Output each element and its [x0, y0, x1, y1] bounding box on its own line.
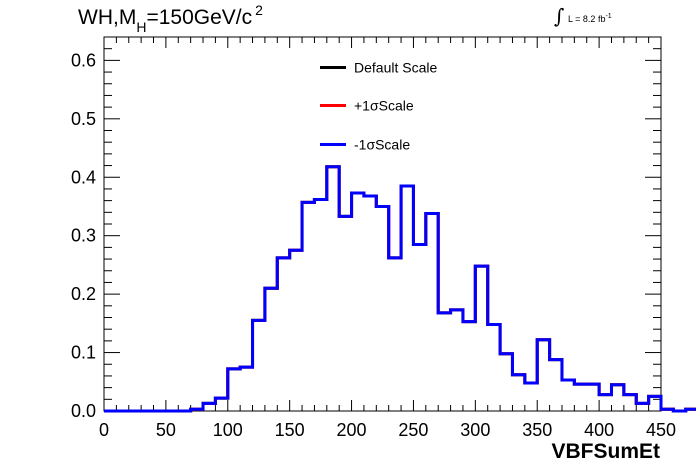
integral-symbol: ∫: [554, 4, 565, 28]
title-main: WH,M: [78, 6, 137, 29]
luminosity-superscript: -1: [605, 13, 612, 20]
x-tick-label-0: 0: [99, 420, 109, 440]
y-tick-label-1: 0.1: [71, 343, 96, 363]
y-tick-label-4: 0.4: [71, 167, 96, 187]
x-tick-label-300: 300: [460, 420, 490, 440]
x-tick-label-100: 100: [213, 420, 243, 440]
axes: 0 50 100 150 200 250 300 350 400 450 0.0 0.1 0.2 0.3 0…: [71, 37, 676, 440]
legend-swatch-plus1sigma: [320, 103, 346, 107]
y-tick-label-0: 0.0: [71, 401, 96, 421]
x-tick-label-50: 50: [156, 420, 176, 440]
y-tick-label-6: 0.6: [71, 50, 96, 70]
luminosity-label: ∫ L = 8.2 fb-1: [554, 4, 612, 28]
series-line-2--1-scale: [104, 165, 696, 413]
x-tick-label-450: 450: [646, 420, 676, 440]
x-tick-label-400: 400: [584, 420, 614, 440]
series-group: [104, 165, 696, 413]
x-tick-label-350: 350: [522, 420, 552, 440]
legend-entry-default: Default Scale: [320, 58, 437, 78]
legend-entry-minus1sigma: -1σScale: [320, 135, 410, 155]
legend-swatch-minus1sigma: [320, 142, 346, 146]
x-tick-label-200: 200: [337, 420, 367, 440]
legend-swatch-default: [320, 65, 346, 69]
chart-title: WH,MH=150GeV/c 2: [78, 2, 263, 35]
y-tick-label-2: 0.2: [71, 284, 96, 304]
title-rest: =150GeV/c: [146, 6, 253, 29]
legend-label-plus1sigma: +1σScale: [354, 97, 414, 114]
luminosity-text: L = 8.2 fb: [568, 14, 606, 24]
legend-label-minus1sigma: -1σScale: [354, 136, 411, 153]
x-tick-label-250: 250: [398, 420, 428, 440]
x-tick-label-150: 150: [275, 420, 305, 440]
title-superscript: 2: [255, 2, 263, 18]
legend-label-default: Default Scale: [354, 59, 438, 76]
legend-entry-plus1sigma: +1σScale: [320, 96, 414, 116]
title-subscript: H: [136, 19, 147, 35]
y-tick-label-5: 0.5: [71, 109, 96, 129]
y-tick-label-3: 0.3: [71, 226, 96, 246]
x-axis-title: VBFSumEt: [551, 440, 660, 463]
plot-frame: [103, 36, 662, 412]
